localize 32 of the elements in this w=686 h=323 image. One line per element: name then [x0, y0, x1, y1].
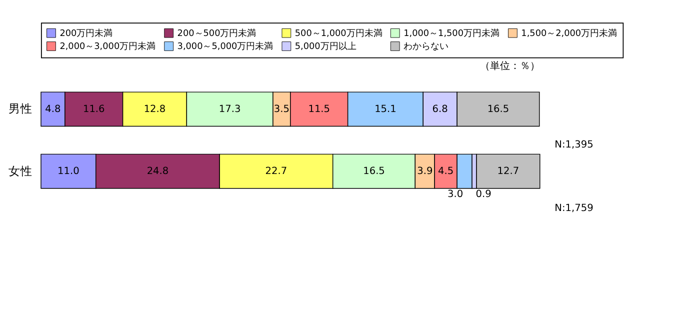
legend-label: 5,000万円以上 [294, 40, 356, 52]
data-label: 0.9 [476, 189, 492, 200]
legend-label: 200～500万円未満 [177, 28, 256, 39]
data-label: 12.7 [497, 166, 520, 177]
legend-label: 3,000～5,000万円未満 [177, 40, 274, 52]
data-label: 11.5 [308, 104, 330, 115]
legend-label: わからない [404, 42, 449, 52]
y-tick-label: 男性 [8, 102, 33, 116]
text: （単位：％） [480, 60, 540, 72]
data-label: 6.8 [432, 104, 448, 115]
data-label: 4.5 [438, 166, 454, 177]
data-label: 22.7 [265, 166, 288, 177]
data-label: 12.8 [144, 104, 166, 115]
data-label: 11.0 [58, 166, 80, 177]
data-label: 16.5 [363, 166, 385, 177]
legend-label: 500～1,000万円未満 [294, 28, 382, 39]
text: N:1,759 [554, 202, 594, 214]
data-label: 3.5 [274, 104, 290, 115]
data-label: 4.8 [45, 104, 61, 115]
legend-label: 200万円未満 [60, 28, 113, 39]
text: N:1,395 [554, 139, 594, 150]
data-label: 24.8 [146, 166, 169, 177]
legend-label: 2,000～3,000万円未満 [60, 40, 156, 52]
data-label: 16.5 [487, 104, 510, 115]
data-label: 3.9 [417, 166, 433, 177]
legend-label: 1,500～2,000万円未満 [521, 28, 618, 39]
data-label: 11.6 [82, 104, 105, 115]
legend-label: 1,000～1,500万円未満 [404, 28, 500, 39]
data-label: 3.0 [447, 189, 464, 200]
data-label: 15.1 [374, 104, 396, 115]
y-tick-label: 女性 [8, 164, 33, 178]
data-label: 17.3 [218, 104, 241, 115]
